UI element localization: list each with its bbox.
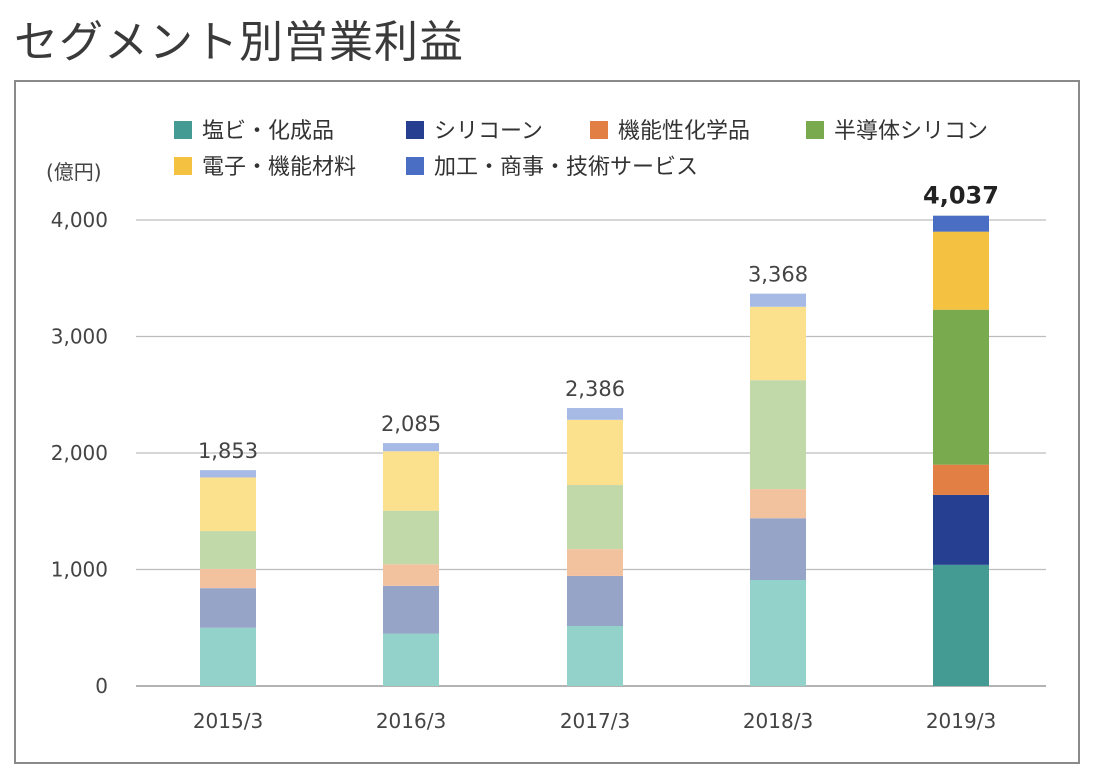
y-tick-label: 3,000 bbox=[51, 325, 108, 349]
bar-segment bbox=[200, 627, 256, 686]
bar-segment bbox=[750, 380, 806, 490]
legend-label: 塩ビ・化成品 bbox=[202, 119, 334, 144]
bar-segment bbox=[200, 588, 256, 628]
bar-segment bbox=[567, 408, 623, 420]
bar-segment bbox=[200, 477, 256, 532]
bar-segment bbox=[750, 489, 806, 519]
legend-label: 機能性化学品 bbox=[618, 119, 750, 144]
bar-segment bbox=[933, 309, 989, 465]
bar-total-label: 1,853 bbox=[198, 439, 258, 463]
y-axis: (億円) 0 1,000 2,000 3,000 4,000 bbox=[46, 160, 108, 698]
bar-segment bbox=[933, 231, 989, 310]
bar-segment bbox=[750, 306, 806, 381]
bar-segment bbox=[383, 585, 439, 634]
x-tick-label: 2019/3 bbox=[926, 709, 996, 733]
bar-stack bbox=[383, 443, 439, 686]
legend-label: 電子・機能材料 bbox=[202, 155, 356, 180]
x-tick-label: 2017/3 bbox=[560, 709, 630, 733]
x-axis: 2015/3 2016/3 2017/3 2018/3 2019/3 bbox=[193, 709, 996, 733]
x-tick-label: 2018/3 bbox=[743, 709, 813, 733]
bar-segment bbox=[567, 485, 623, 550]
bar-stack bbox=[567, 408, 623, 686]
legend-swatch bbox=[806, 121, 824, 139]
bar-segment bbox=[383, 443, 439, 452]
bar-stack bbox=[933, 215, 989, 686]
legend-label: 加工・商事・技術サービス bbox=[434, 155, 698, 180]
x-tick-label: 2015/3 bbox=[193, 709, 263, 733]
bar-total-label: 2,085 bbox=[381, 412, 441, 436]
x-tick-label: 2016/3 bbox=[376, 709, 446, 733]
y-tick-label: 0 bbox=[95, 674, 108, 698]
bar-stack bbox=[200, 470, 256, 686]
bar-totals: 1,853 2,085 2,386 3,368 4,037 bbox=[198, 182, 999, 463]
bar-segment bbox=[567, 575, 623, 627]
bar-segment bbox=[750, 293, 806, 307]
bar-segment bbox=[200, 531, 256, 569]
legend-label: シリコーン bbox=[434, 119, 543, 144]
bars bbox=[200, 215, 989, 686]
legend-swatch bbox=[406, 121, 424, 139]
legend-item: 塩ビ・化成品 bbox=[174, 119, 334, 144]
y-tick-label: 2,000 bbox=[51, 441, 108, 465]
legend-label: 半導体シリコン bbox=[834, 119, 988, 144]
legend-swatch bbox=[406, 157, 424, 175]
legend-swatch bbox=[590, 121, 608, 139]
legend-item: 機能性化学品 bbox=[590, 119, 750, 144]
page-title: セグメント別営業利益 bbox=[14, 17, 464, 68]
bar-segment bbox=[567, 549, 623, 576]
bar-total-label: 4,037 bbox=[923, 182, 999, 210]
bar-segment bbox=[933, 494, 989, 565]
chart-frame: 塩ビ・化成品 シリコーン 機能性化学品 半導体シリコン電子・機能材料 加工・商事・技術サ… bbox=[14, 80, 1080, 764]
bar-segment bbox=[750, 579, 806, 686]
bar-segment bbox=[933, 464, 989, 495]
bar-segment bbox=[750, 518, 806, 580]
bar-segment bbox=[200, 470, 256, 478]
bar-segment bbox=[933, 215, 989, 232]
bar-stack bbox=[750, 293, 806, 686]
bar-segment bbox=[567, 626, 623, 686]
bar-segment bbox=[200, 568, 256, 589]
legend-item: シリコーン bbox=[406, 119, 543, 144]
legend-item: 加工・商事・技術サービス bbox=[406, 155, 698, 180]
legend-swatch bbox=[174, 157, 192, 175]
bar-segment bbox=[383, 564, 439, 586]
y-tick-label: 1,000 bbox=[51, 558, 108, 582]
bar-segment bbox=[383, 510, 439, 565]
y-axis-unit-label: (億円) bbox=[46, 160, 102, 184]
legend-swatch bbox=[174, 121, 192, 139]
bar-segment bbox=[383, 633, 439, 686]
bar-total-label: 3,368 bbox=[748, 263, 808, 287]
bar-segment bbox=[567, 419, 623, 486]
bar-total-label: 2,386 bbox=[565, 377, 625, 401]
y-tick-label: 4,000 bbox=[51, 208, 108, 232]
legend-item: 半導体シリコン bbox=[806, 119, 988, 144]
legend-item: 電子・機能材料 bbox=[174, 155, 356, 180]
bar-segment bbox=[383, 451, 439, 511]
bar-segment bbox=[933, 564, 989, 686]
